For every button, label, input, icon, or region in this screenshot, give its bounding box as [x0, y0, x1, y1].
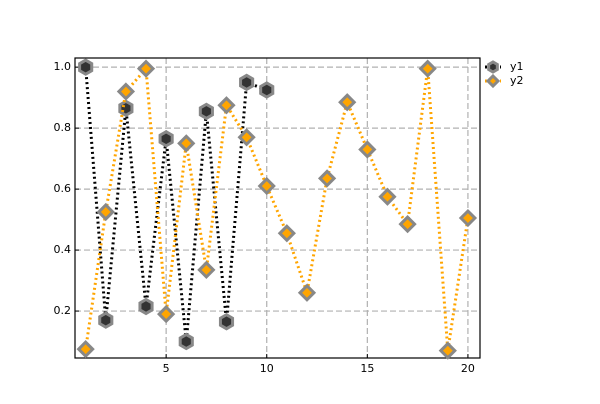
x-tick-label: 5 — [163, 362, 170, 375]
data-point — [418, 59, 437, 78]
data-point — [378, 187, 397, 206]
data-point — [317, 169, 337, 188]
data-point — [177, 134, 196, 153]
data-point — [297, 283, 317, 302]
data-point — [257, 176, 276, 196]
data-point — [259, 81, 275, 99]
x-tick-label: 20 — [461, 362, 475, 375]
data-point — [217, 96, 236, 115]
data-point — [157, 304, 176, 324]
x-tick-label: 10 — [260, 362, 274, 375]
data-point — [98, 311, 114, 329]
legend-marker — [485, 73, 501, 89]
data-point — [277, 224, 296, 243]
data-point — [338, 93, 357, 112]
data-point — [218, 312, 235, 331]
y-tick-label: 0.6 — [54, 182, 72, 195]
y-tick-label: 0.8 — [54, 121, 72, 134]
legend-label: y2 — [510, 74, 524, 87]
y-tick-label: 0.4 — [54, 243, 72, 256]
data-point — [158, 130, 174, 148]
legend-label: y1 — [510, 60, 524, 73]
data-point — [136, 59, 156, 78]
data-point — [96, 202, 115, 222]
data-point — [118, 99, 134, 118]
data-point — [239, 73, 255, 92]
data-point — [198, 102, 214, 121]
axes-frame — [74, 57, 481, 359]
data-point — [197, 260, 216, 280]
data-point — [178, 332, 194, 351]
data-point — [78, 58, 94, 76]
data-point — [76, 340, 95, 359]
data-point — [116, 82, 136, 101]
data-point — [458, 208, 478, 228]
x-tick-label: 15 — [360, 362, 374, 375]
data-point — [138, 297, 154, 316]
data-point — [398, 215, 417, 234]
data-point — [237, 128, 256, 147]
legend-marker — [487, 60, 499, 74]
data-point — [358, 140, 377, 159]
y-tick-label: 1.0 — [54, 60, 72, 73]
y-tick-label: 0.2 — [54, 304, 72, 317]
series-line — [84, 67, 268, 342]
data-point — [438, 341, 457, 360]
